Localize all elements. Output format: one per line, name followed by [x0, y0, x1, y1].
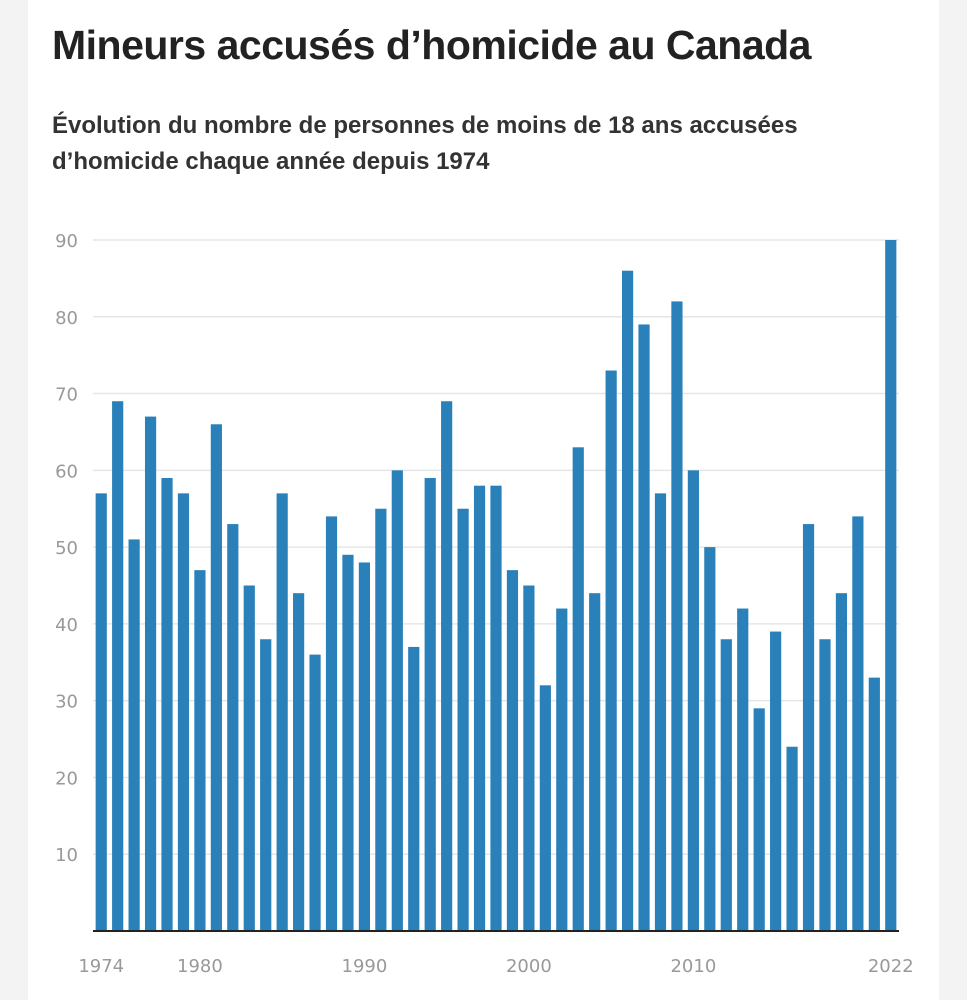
bar-1998 [490, 485, 502, 931]
bar-2005 [605, 370, 617, 931]
bar-2007 [638, 324, 650, 931]
bar-1985 [276, 493, 288, 931]
bar-1991 [375, 508, 387, 931]
bar-1979 [177, 493, 190, 931]
bar-1999 [506, 570, 519, 931]
bar-1978 [161, 478, 173, 931]
bar-2018 [819, 639, 831, 931]
bar-1983 [243, 585, 255, 931]
bar-2000 [523, 585, 535, 931]
bar-1989 [342, 554, 354, 931]
x-tick-label: 1980 [177, 956, 223, 977]
chart-subtitle: Évolution du nombre de personnes de moin… [52, 112, 798, 175]
bar-2004 [589, 593, 601, 931]
bar-2010 [687, 470, 699, 931]
x-tick-label: 2000 [506, 956, 552, 977]
bar-1977 [144, 416, 157, 932]
y-tick-label: 20 [55, 768, 78, 789]
x-tick-label: 1974 [78, 956, 124, 977]
x-axis-ticks: 1974 1980 1990 2000 2010 2022 [78, 956, 913, 977]
bar-1974 [95, 493, 107, 931]
bar-2008 [654, 493, 667, 931]
bar-1975 [112, 401, 124, 931]
bar-2003 [572, 447, 584, 931]
bar-1995 [441, 401, 453, 931]
y-tick-label: 10 [55, 845, 78, 866]
y-tick-label: 70 [55, 385, 78, 406]
bar-1997 [473, 485, 486, 931]
bar-1986 [293, 593, 305, 931]
bar-1988 [325, 516, 338, 931]
bar-1982 [227, 524, 239, 931]
bar-1984 [260, 639, 272, 931]
chart-title: Mineurs accusés d’homicide au Canada [52, 22, 811, 68]
bar-2009 [671, 301, 683, 931]
y-tick-label: 50 [55, 538, 78, 559]
bar-2013 [737, 608, 749, 931]
bar-1981 [210, 424, 222, 931]
x-tick-label: 2022 [868, 956, 914, 977]
bars [93, 240, 899, 932]
y-tick-label: 30 [55, 692, 78, 713]
bar-1992 [391, 470, 403, 931]
bar-2022 [885, 240, 897, 931]
x-tick-label: 2010 [670, 956, 716, 977]
y-axis-ticks: 10 20 30 40 50 60 70 80 90 [55, 231, 78, 866]
bar-1990 [358, 562, 371, 931]
bar-2011 [704, 547, 716, 931]
bar-2017 [802, 524, 815, 931]
bar-2021 [868, 677, 880, 931]
bar-2002 [556, 608, 568, 931]
bar-2014 [753, 708, 765, 931]
y-tick-label: 90 [55, 231, 78, 252]
bar-1994 [424, 478, 436, 931]
bar-2020 [852, 516, 864, 931]
bar-1993 [408, 646, 420, 931]
bar-2001 [539, 685, 551, 931]
y-tick-label: 80 [55, 308, 78, 329]
bar-2006 [621, 270, 634, 931]
bar-1987 [309, 654, 321, 931]
bar-1976 [128, 539, 140, 931]
x-tick-label: 1990 [342, 956, 388, 977]
bar-2019 [835, 593, 848, 931]
y-tick-label: 40 [55, 615, 78, 636]
bar-1996 [457, 508, 469, 931]
y-tick-label: 60 [55, 461, 78, 482]
bar-2012 [720, 639, 732, 931]
bar-1980 [194, 570, 206, 931]
bar-2015 [770, 631, 782, 931]
bar-2016 [786, 746, 798, 931]
